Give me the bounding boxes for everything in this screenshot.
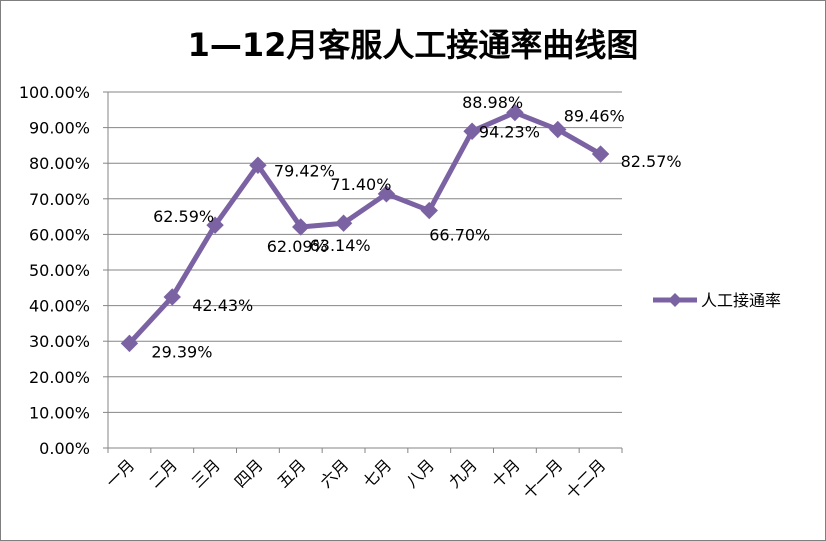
x-tick-label: 五月	[274, 455, 310, 491]
data-labels: 29.39% 42.43% 62.59% 79.42% 62.09%63.14% 71.4…	[151, 93, 681, 361]
data-label: 42.43%	[192, 296, 253, 315]
data-label: 94.23%	[479, 123, 540, 142]
legend: 人工接通率	[653, 291, 781, 310]
gridlines	[108, 91, 622, 413]
y-tick-label: 90.00%	[29, 119, 90, 138]
x-tick-label: 十二月	[562, 455, 609, 502]
y-tick-label: 0.00%	[39, 439, 90, 458]
x-tick-label: 九月	[445, 455, 481, 491]
y-tick-label: 50.00%	[29, 261, 90, 280]
data-label: 66.70%	[429, 226, 490, 245]
data-label: 79.42%	[274, 161, 335, 180]
y-tick-labels: 0.00% 10.00% 20.00% 30.00% 40.00% 50.00% 60.00…	[19, 83, 90, 458]
axes	[103, 91, 623, 453]
legend-label: 人工接通率	[701, 291, 781, 310]
y-tick-label: 20.00%	[29, 368, 90, 387]
data-point	[377, 185, 396, 203]
y-tick-label: 60.00%	[29, 225, 90, 244]
data-point	[249, 156, 267, 174]
data-label: 89.46%	[564, 107, 625, 126]
x-tick-label: 一月	[102, 455, 138, 491]
y-tick-label: 30.00%	[29, 332, 90, 351]
data-point	[292, 218, 310, 236]
data-label: 62.59%	[153, 207, 214, 226]
data-point	[163, 288, 181, 306]
x-tick-label: 三月	[188, 455, 224, 491]
x-tick-label: 十月	[488, 455, 524, 491]
data-label: 71.40%	[330, 175, 391, 194]
chart-title: 1—12月客服人工接通率曲线图	[187, 26, 639, 64]
series-line	[126, 110, 604, 346]
data-point	[591, 145, 610, 163]
x-tick-label: 七月	[359, 455, 395, 491]
data-point	[120, 334, 139, 353]
x-tick-label: 二月	[145, 455, 181, 491]
y-tick-label: 10.00%	[29, 403, 90, 422]
y-tick-label: 100.00%	[19, 83, 90, 102]
x-tick-label: 四月	[231, 455, 267, 491]
data-point	[549, 120, 567, 139]
x-tick-label: 六月	[316, 455, 352, 491]
data-label: 63.14%	[310, 236, 371, 255]
data-label: 82.57%	[621, 152, 682, 171]
data-label: 29.39%	[151, 342, 212, 361]
y-tick-label: 70.00%	[29, 190, 90, 209]
data-point	[420, 201, 438, 220]
data-label: 62.09%	[267, 237, 328, 256]
data-point	[463, 122, 481, 140]
series-layer	[120, 103, 610, 353]
data-label: 88.98%	[462, 93, 523, 112]
data-point	[334, 214, 353, 232]
x-tick-label: 八月	[402, 455, 438, 491]
legend-marker	[668, 293, 682, 307]
y-tick-label: 40.00%	[29, 297, 90, 316]
data-point	[206, 216, 224, 234]
y-tick-label: 80.00%	[29, 154, 90, 173]
data-point	[506, 103, 524, 122]
x-tick-label: 十一月	[519, 455, 566, 502]
